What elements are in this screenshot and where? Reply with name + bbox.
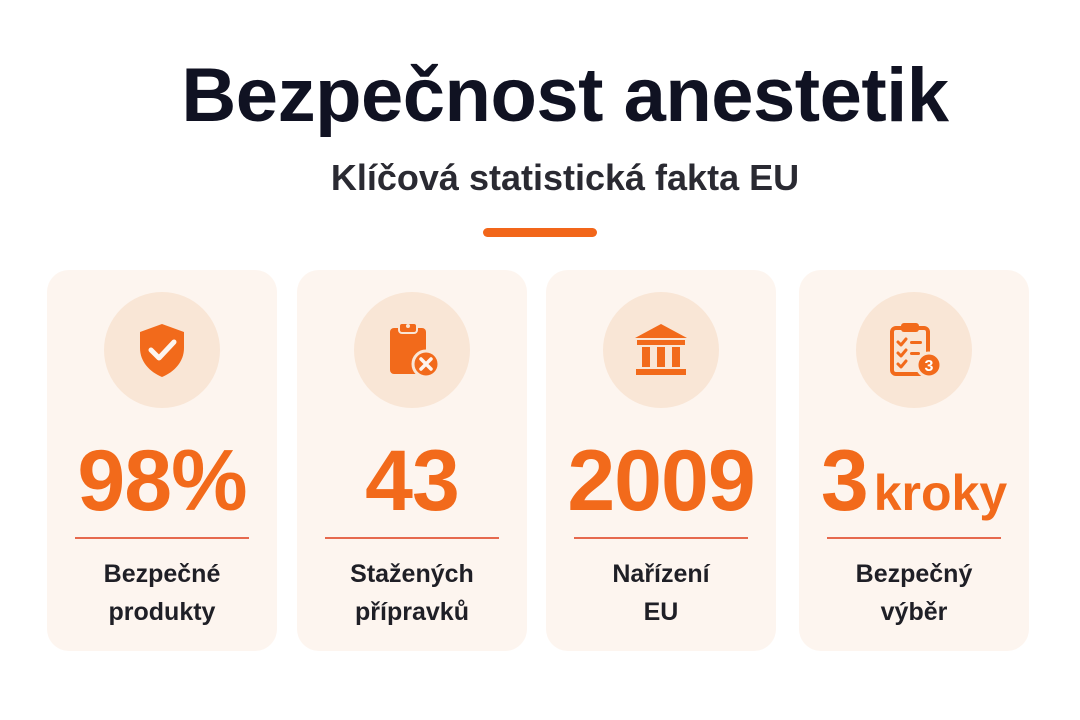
stat-value: 98% xyxy=(77,433,247,529)
checklist-3-icon: 3 xyxy=(890,323,943,379)
card-divider xyxy=(75,537,249,539)
stat-card-safe-products: 98% Bezpečné produkty xyxy=(47,270,277,651)
clipboard-x-icon xyxy=(390,322,441,379)
stat-label: Stažených přípravků xyxy=(350,560,474,626)
icon-circle: 3 xyxy=(856,292,972,408)
icon-circle xyxy=(104,292,220,408)
page-subtitle: Klíčová statistická fakta EU xyxy=(330,157,800,198)
card-divider xyxy=(574,537,748,539)
stat-label: Bezpečný výběr xyxy=(855,560,973,626)
card-divider xyxy=(827,537,1001,539)
accent-divider xyxy=(483,228,597,237)
svg-text:3: 3 xyxy=(925,358,934,375)
icon-circle xyxy=(354,292,470,408)
page-title: Bezpečnost anestetik xyxy=(181,53,949,138)
shield-check-icon xyxy=(140,324,184,377)
stat-card-safe-choice: 3 3 kroky Bezpečný výběr xyxy=(799,270,1029,651)
stat-value: 43 xyxy=(365,433,460,529)
icon-circle xyxy=(603,292,719,408)
card-divider xyxy=(325,537,499,539)
stat-value: 3 kroky xyxy=(820,433,1008,529)
stat-card-withdrawn-products: 43 Stažených přípravků xyxy=(297,270,527,651)
institution-building-icon xyxy=(635,324,687,375)
stat-card-eu-regulation: 2009 Nařízení EU xyxy=(546,270,776,651)
stat-label: Nařízení EU xyxy=(612,560,710,626)
stat-value: 2009 xyxy=(567,433,755,529)
stat-label: Bezpečné produkty xyxy=(103,560,221,626)
